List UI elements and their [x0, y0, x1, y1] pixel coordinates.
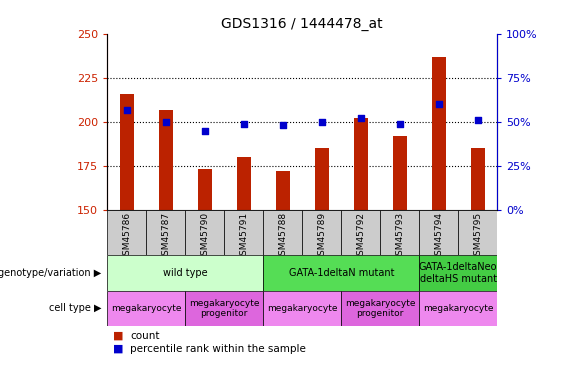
Text: percentile rank within the sample: percentile rank within the sample	[130, 344, 306, 354]
Bar	[185, 291, 263, 326]
Bar	[471, 148, 485, 210]
Bar	[185, 210, 224, 255]
Text: GSM45794: GSM45794	[434, 212, 443, 261]
Bar	[224, 210, 263, 255]
Text: megakaryocyte
progenitor: megakaryocyte progenitor	[345, 299, 415, 318]
Text: ■: ■	[113, 331, 124, 340]
Point	[122, 106, 131, 112]
Text: GATA-1deltaNeo
deltaHS mutant: GATA-1deltaNeo deltaHS mutant	[419, 262, 497, 284]
Point	[395, 121, 404, 127]
Bar	[341, 210, 380, 255]
Bar	[146, 210, 185, 255]
Text: genotype/variation ▶: genotype/variation ▶	[0, 268, 102, 278]
Bar	[419, 291, 497, 326]
Text: megakaryocyte: megakaryocyte	[423, 304, 493, 313]
Text: megakaryocyte: megakaryocyte	[267, 304, 337, 313]
Bar	[380, 210, 419, 255]
Bar	[432, 57, 446, 210]
Text: ■: ■	[113, 344, 124, 354]
Bar	[198, 170, 212, 210]
Point	[317, 119, 326, 125]
Point	[239, 121, 248, 127]
Point	[473, 117, 482, 123]
Text: GSM45795: GSM45795	[473, 212, 482, 261]
Bar	[315, 148, 329, 210]
Point	[161, 119, 170, 125]
Text: GSM45787: GSM45787	[162, 212, 170, 261]
Bar	[107, 291, 185, 326]
Point	[434, 101, 443, 107]
Bar	[458, 210, 497, 255]
Text: GSM45793: GSM45793	[396, 212, 404, 261]
Text: GSM45788: GSM45788	[279, 212, 287, 261]
Bar	[302, 210, 341, 255]
Point	[356, 116, 365, 122]
Text: GATA-1deltaN mutant: GATA-1deltaN mutant	[289, 268, 394, 278]
Text: megakaryocyte: megakaryocyte	[111, 304, 181, 313]
Title: GDS1316 / 1444478_at: GDS1316 / 1444478_at	[221, 17, 383, 32]
Bar	[237, 157, 251, 210]
Bar	[276, 171, 290, 210]
Text: GSM45792: GSM45792	[357, 212, 365, 261]
Text: megakaryocyte
progenitor: megakaryocyte progenitor	[189, 299, 259, 318]
Text: wild type: wild type	[163, 268, 207, 278]
Text: cell type ▶: cell type ▶	[49, 303, 102, 313]
Bar	[159, 110, 173, 210]
Bar	[120, 94, 134, 210]
Text: GSM45790: GSM45790	[201, 212, 209, 261]
Bar	[263, 255, 419, 291]
Text: GSM45791: GSM45791	[240, 212, 248, 261]
Bar	[419, 255, 497, 291]
Text: GSM45789: GSM45789	[318, 212, 326, 261]
Bar	[419, 210, 458, 255]
Bar	[393, 136, 407, 210]
Point	[278, 122, 287, 128]
Text: count: count	[130, 331, 159, 340]
Bar	[107, 210, 146, 255]
Point	[200, 128, 209, 134]
Text: GSM45786: GSM45786	[123, 212, 131, 261]
Bar	[263, 210, 302, 255]
Bar	[354, 118, 368, 210]
Bar	[107, 255, 263, 291]
Bar	[263, 291, 341, 326]
Bar	[341, 291, 419, 326]
